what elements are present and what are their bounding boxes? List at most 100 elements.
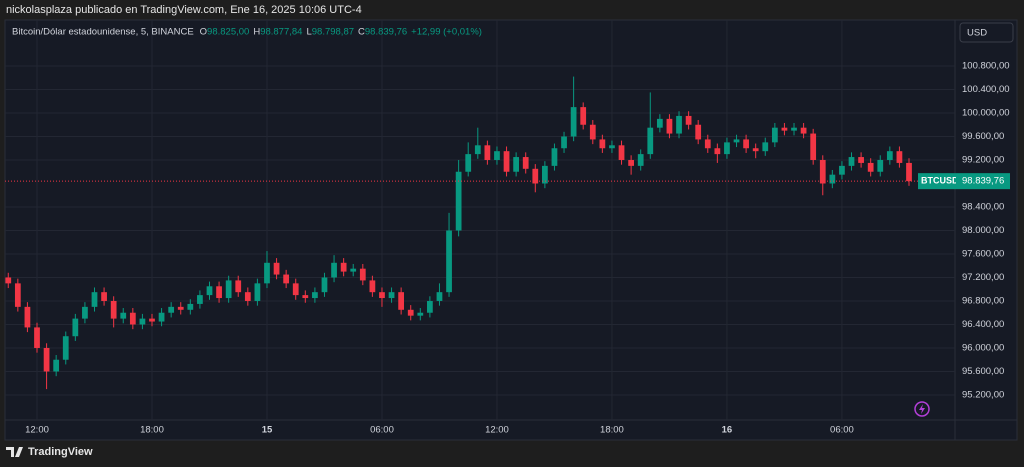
candle-body	[858, 157, 864, 163]
y-tick-label: 98.400,00	[962, 202, 1004, 213]
logo	[6, 447, 23, 457]
candle-body	[379, 292, 385, 299]
last-price-label: 98.839,76	[962, 176, 1004, 187]
y-tick-label: 97.200,00	[962, 272, 1004, 283]
candle-body	[637, 154, 644, 166]
candle-body	[618, 145, 625, 160]
candle-body	[14, 283, 21, 307]
candle-body	[867, 162, 874, 172]
candle-body	[359, 268, 366, 281]
candle-body	[446, 230, 452, 293]
candle-body	[494, 151, 500, 160]
y-tick-label: 100.800,00	[962, 61, 1010, 72]
candle-body	[752, 148, 759, 152]
candle-body	[235, 280, 242, 293]
candle-body	[819, 159, 826, 184]
candle-body	[5, 277, 12, 284]
symbol-tag	[918, 173, 956, 190]
y-tick-label: 100.000,00	[962, 108, 1010, 119]
ohlc-value: 98.798,87	[312, 27, 354, 38]
candle-body	[197, 295, 203, 304]
candle-body	[580, 107, 587, 125]
candle-body	[53, 359, 60, 372]
candle-body	[743, 139, 749, 149]
candle-body	[839, 165, 845, 175]
ohlc-key: L	[306, 27, 311, 38]
candle-body	[474, 145, 481, 155]
candle-body	[848, 157, 855, 166]
y-tick-label: 97.600,00	[962, 249, 1004, 260]
candle-body	[225, 280, 232, 299]
candle-body	[139, 318, 146, 325]
candle-body	[398, 292, 405, 310]
ohlc-key: O	[200, 27, 207, 38]
candle-body	[331, 262, 337, 278]
candle-body	[695, 124, 702, 140]
candle-body	[436, 292, 443, 301]
candle-body	[609, 145, 615, 149]
x-tick-label: 18:00	[600, 425, 624, 436]
x-tick-label: 15	[262, 425, 273, 436]
symbol-line: Bitcoin/Dólar estadounidense, 5, BINANCE	[12, 27, 194, 38]
candle-body	[455, 171, 462, 231]
candle-body	[407, 309, 414, 316]
ohlc-key: C	[358, 27, 365, 38]
candle-body	[896, 151, 903, 163]
alert-icon[interactable]	[914, 401, 930, 417]
y-tick-label: 99.200,00	[962, 155, 1004, 166]
y-tick-label: 100.400,00	[962, 84, 1010, 95]
candle-body	[168, 306, 175, 313]
symbol: BTCUSD	[921, 176, 959, 186]
x-tick-label: 12:00	[485, 425, 509, 436]
candle-body	[177, 306, 184, 310]
y-tick-label: 96.000,00	[962, 342, 1004, 353]
ohlc-key: H	[253, 27, 260, 38]
x-tick-label: 06:00	[370, 425, 394, 436]
candle-body	[129, 312, 136, 325]
candle-body	[599, 139, 606, 149]
currency[interactable]: USD	[967, 28, 987, 39]
candle-body	[34, 327, 40, 348]
candle-body	[417, 312, 424, 316]
candle-body	[685, 115, 692, 125]
candle-body	[503, 151, 510, 172]
candle-body	[589, 124, 596, 140]
candle-body	[781, 127, 788, 131]
ohlc-value: 98.825,00	[207, 27, 249, 38]
candle-body	[292, 283, 299, 296]
candle-body	[762, 142, 769, 152]
candle-body	[886, 151, 893, 160]
candle-body	[427, 300, 433, 313]
candle-body	[321, 277, 328, 293]
candle-body	[628, 159, 634, 166]
candle-body	[283, 274, 290, 284]
candle-body	[206, 286, 213, 296]
candle-body	[714, 148, 721, 155]
candle-body	[24, 306, 31, 328]
currency-button[interactable]	[959, 22, 1014, 43]
candle-body	[120, 312, 127, 319]
candle-body	[91, 292, 98, 307]
ohlc-value: 98.839,76	[365, 27, 407, 38]
alert-icon-bolt	[919, 404, 925, 414]
y-tick-label: 95.200,00	[962, 389, 1004, 400]
candle-body	[513, 157, 520, 172]
candle-body	[302, 295, 309, 299]
candle-body	[676, 115, 682, 134]
y-tick-label: 96.400,00	[962, 319, 1004, 330]
last-price-tag	[956, 173, 1010, 190]
candle-body	[187, 303, 194, 310]
candle-body	[532, 168, 539, 184]
candle-body	[254, 283, 261, 301]
footer: TradingView	[6, 446, 93, 458]
candle-body	[72, 318, 79, 337]
x-tick-label: 12:00	[25, 425, 49, 436]
candle-body	[733, 139, 740, 143]
candle-body	[350, 268, 357, 272]
candle-body	[570, 107, 577, 137]
candle-body	[877, 159, 884, 172]
candle-body	[110, 300, 117, 319]
candle-body	[829, 174, 836, 184]
candle-body	[158, 312, 165, 322]
